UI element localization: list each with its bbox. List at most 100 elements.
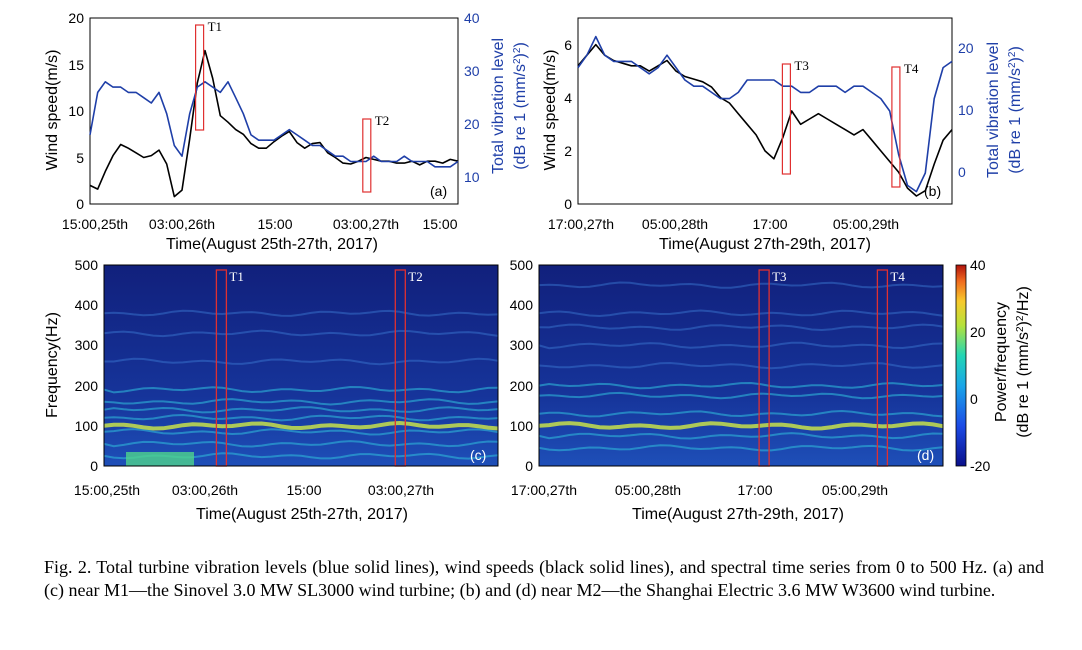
y2-tick: 40 — [464, 10, 480, 26]
panel-d-yticks: 0 100 200 300 400 500 — [510, 257, 534, 474]
vibration-level-line — [89, 81, 459, 168]
panel-a-ylabel: Wind speed(m/s) — [44, 50, 61, 171]
panel-b-ylabel-right: Total vibration level — [985, 42, 1002, 178]
x-tick: 03:00,27th — [333, 216, 399, 232]
x-tick: 05:00,28th — [642, 216, 708, 232]
panel-a-label: (a) — [430, 183, 447, 199]
marker-box — [891, 66, 901, 188]
panel-b-ylabel-right-units: (dB re 1 (mm/s2)2) — [1007, 46, 1024, 174]
spectral-band — [538, 444, 944, 452]
x-tick: 05:00,28th — [615, 482, 681, 498]
spectral-band — [103, 398, 499, 406]
x-tick: 03:00,27th — [368, 482, 434, 498]
y-tick: 5 — [76, 150, 84, 166]
panel-a-ylabel-right-units: (dB re 1 (mm/s2)2) — [512, 42, 529, 170]
x-tick: 03:00,26th — [172, 482, 238, 498]
y-tick: 0 — [90, 458, 98, 474]
panel-a-xlabel: Time(August 25th-27th, 2017) — [166, 236, 378, 253]
y-tick: 200 — [510, 378, 534, 394]
panel-d-frame — [538, 264, 944, 467]
spectral-band — [103, 406, 499, 414]
panel-d-xlabel: Time(August 27th-29th, 2017) — [632, 506, 844, 523]
y-tick: 10 — [68, 103, 84, 119]
x-tick: 15:00 — [286, 482, 321, 498]
marker-box — [195, 24, 205, 131]
panel-b-xticks: 17:00,27th 05:00,28th 17:00 05:00,29th — [548, 216, 899, 232]
spectral-band — [103, 309, 499, 317]
x-tick: 05:00,29th — [822, 482, 888, 498]
x-tick: 15:00 — [257, 216, 292, 232]
panel-d-xticks: 17:00,27th 05:00,28th 17:00 05:00,29th — [511, 482, 888, 498]
spectral-band — [538, 341, 944, 350]
panel-a: T1 T2 (a) 0 5 10 15 20 10 20 30 40 15:00,… — [44, 10, 529, 253]
panel-d: T3 T4 (d) 0 100 200 300 400 500 17:00,27t… — [510, 257, 1032, 523]
marker-label: T4 — [904, 61, 919, 76]
panel-b-frame — [577, 17, 953, 205]
y2-tick: 10 — [958, 102, 974, 118]
y-tick: 300 — [510, 337, 534, 353]
panel-d-spectrogram — [539, 265, 943, 466]
panel-c-yticks: 0 100 200 300 400 500 — [75, 257, 99, 474]
panel-c-ylabel: Frequency(Hz) — [44, 312, 61, 418]
panel-b-yticks: 0 2 4 6 — [564, 37, 572, 212]
panel-c-label: (c) — [470, 447, 486, 463]
y-tick: 500 — [75, 257, 99, 273]
x-tick: 17:00,27th — [548, 216, 614, 232]
y-tick: 15 — [68, 57, 84, 73]
spectral-band — [538, 409, 944, 418]
colorbar — [955, 264, 967, 467]
marker-label: T1 — [229, 269, 243, 284]
panel-d-bands — [538, 281, 944, 452]
y-tick: 0 — [564, 196, 572, 212]
spectral-band — [103, 413, 499, 422]
y-tick: 0 — [76, 196, 84, 212]
y2-tick: 0 — [958, 164, 966, 180]
panel-a-series — [89, 49, 459, 198]
panel-a-ylabel-right: Total vibration level — [490, 38, 507, 174]
spectral-band — [103, 420, 499, 431]
marker-label: T4 — [890, 269, 905, 284]
marker-label: T2 — [375, 113, 389, 128]
x-tick: 17:00 — [752, 216, 787, 232]
panel-c-xticks: 15:00,25th 03:00,26th 15:00 03:00,27th — [74, 482, 434, 498]
y-tick: 20 — [68, 10, 84, 26]
colorbar-label-units: (dB re 1 (mm/s2)2/Hz) — [1015, 286, 1032, 438]
spectral-band — [538, 432, 944, 440]
y-tick: 500 — [510, 257, 534, 273]
y-tick: 100 — [75, 418, 99, 434]
colorbar-ticks: 40 20 0 -20 — [970, 257, 990, 474]
marker-label: T1 — [208, 19, 222, 34]
y-tick: 6 — [564, 37, 572, 53]
panel-c-frame — [103, 264, 499, 467]
spectral-band — [103, 428, 499, 436]
x-tick: 03:00,26th — [149, 216, 215, 232]
spectral-band — [538, 381, 944, 390]
colorbar-tick: 20 — [970, 324, 986, 340]
y-tick: 4 — [564, 90, 572, 106]
colorbar-tick: 40 — [970, 257, 986, 273]
panel-c-bands — [103, 309, 499, 460]
panel-a-y2ticks: 10 20 30 40 — [464, 10, 480, 185]
spectral-band — [538, 361, 944, 370]
spectral-band — [538, 309, 944, 318]
marker-label: T2 — [408, 269, 422, 284]
colorbar-tick: 0 — [970, 391, 978, 407]
y-tick: 200 — [75, 378, 99, 394]
x-tick: 05:00,29th — [833, 216, 899, 232]
marker-box — [362, 118, 372, 193]
panel-a-xticks: 15:00,25th 03:00,26th 15:00 03:00,27th 1… — [62, 216, 458, 232]
y2-tick: 20 — [464, 116, 480, 132]
panel-b: T3 T4 (b) 0 2 4 6 0 10 20 17:00,27th 05:0… — [542, 17, 1024, 253]
x-tick: 17:00 — [737, 482, 772, 498]
panel-a-yticks: 0 5 10 15 20 — [68, 10, 84, 212]
marker-label: T3 — [794, 58, 808, 73]
panel-d-label: (d) — [917, 447, 934, 463]
wind-speed-line — [577, 43, 953, 197]
panel-c-spectrogram — [104, 265, 498, 466]
vibration-level-line — [577, 35, 953, 193]
y2-tick: 10 — [464, 169, 480, 185]
y-tick: 2 — [564, 143, 572, 159]
panel-b-xlabel: Time(August 27th-29th, 2017) — [659, 236, 871, 253]
marker-box — [781, 63, 792, 175]
